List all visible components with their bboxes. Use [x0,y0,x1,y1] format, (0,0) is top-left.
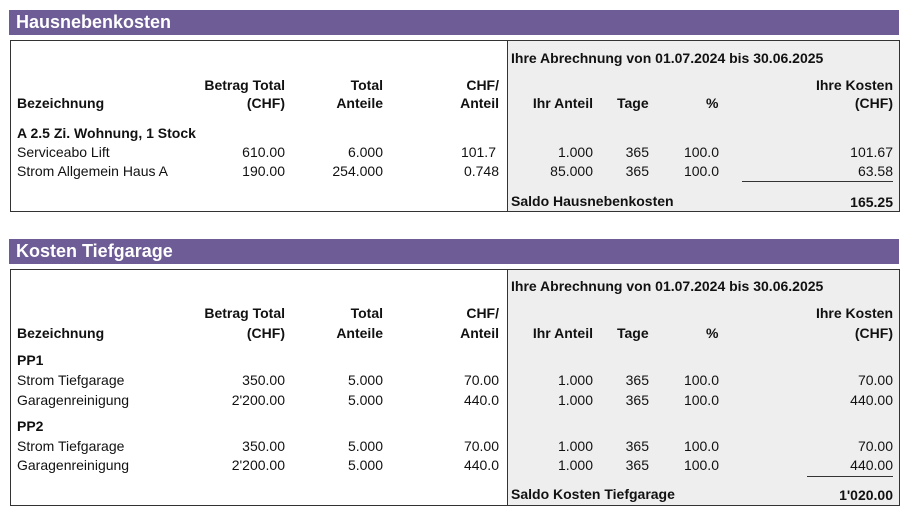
cell-bezeichnung: Strom Tiefgarage [17,438,125,454]
saldo-label: Saldo Kosten Tiefgarage [511,486,675,502]
cell-ihre-kosten: 70.00 [857,438,893,454]
cell-chf-anteil: 0.748 [463,163,499,179]
cell-bezeichnung: Strom Tiefgarage [17,372,125,388]
header-betrag-total: Betrag Total [204,305,285,321]
sum-underline [742,181,893,182]
cell-betrag: 350.00 [242,372,285,388]
cell-ihre-kosten: 63.58 [857,163,893,179]
cell-ihr-anteil: 1.000 [557,372,593,388]
saldo-label: Saldo Hausnebenkosten [511,193,674,209]
cell-bezeichnung: Strom Allgemein Haus A [17,163,168,179]
group-label-pp2: PP2 [17,418,44,434]
cell-chf-anteil: 101.7 [460,144,496,160]
cell-betrag: 610.00 [242,144,285,160]
header-total-anteile: Total [350,77,383,93]
cell-prozent: 100.0 [683,144,719,160]
tiefgarage-table: Ihre Abrechnung von 01.07.2024 bis 30.06… [10,269,900,506]
group-label: A 2.5 Zi. Wohnung, 1 Stock [17,125,196,141]
cell-tage: 365 [625,372,649,388]
cell-bezeichnung: Garagenreinigung [17,392,130,408]
cell-total-anteile: 5.000 [347,392,383,408]
header-ihre-kosten: Ihre Kosten [815,77,893,93]
cell-tage: 365 [625,392,649,408]
cell-ihr-anteil: 1.000 [557,438,593,454]
cell-chf-anteil: 440.0 [463,457,499,473]
group-label-pp1: PP1 [17,352,44,368]
header-ihre-kosten: Ihre Kosten [815,305,893,321]
header-tage: Tage [617,325,649,341]
section-title-hausnebenkosten: Hausnebenkosten [9,10,899,35]
saldo-value: 165.25 [850,194,893,210]
cell-ihr-anteil: 1.000 [557,144,593,160]
cell-ihre-kosten: 101.67 [850,144,893,160]
section-title-tiefgarage: Kosten Tiefgarage [9,239,899,264]
header-total-anteile-2: Anteile [336,95,383,111]
cell-betrag: 2'200.00 [231,392,285,408]
cell-total-anteile: 5.000 [347,438,383,454]
cell-bezeichnung: Garagenreinigung [17,457,130,473]
header-chf-anteil: CHF/ [466,77,499,93]
abrechnung-panel [507,41,899,211]
cell-prozent: 100.0 [683,392,719,408]
cell-total-anteile: 5.000 [347,457,383,473]
sum-underline [807,476,893,477]
cell-ihr-anteil: 1.000 [557,392,593,408]
cell-ihre-kosten: 70.00 [857,372,893,388]
cell-total-anteile: 5.000 [347,372,383,388]
header-chf-anteil: CHF/ [466,305,499,321]
cell-total-anteile: 254.000 [332,163,383,179]
cell-tage: 365 [625,144,649,160]
header-ihr-anteil: Ihr Anteil [532,325,593,341]
header-chf-anteil-2: Anteil [460,325,499,341]
cell-ihr-anteil: 1.000 [557,457,593,473]
cell-betrag: 350.00 [242,438,285,454]
cell-prozent: 100.0 [683,457,719,473]
header-betrag-total: Betrag Total [204,77,285,93]
header-ihre-kosten-unit: (CHF) [854,325,893,341]
header-tage: Tage [617,95,649,111]
cell-prozent: 100.0 [683,438,719,454]
cell-tage: 365 [625,457,649,473]
header-chf-anteil-2: Anteil [460,95,499,111]
cell-tage: 365 [625,438,649,454]
header-prozent: % [706,95,719,111]
header-betrag-total-unit: (CHF) [246,325,285,341]
period-label: Ihre Abrechnung von 01.07.2024 bis 30.06… [511,50,824,66]
cell-betrag: 2'200.00 [231,457,285,473]
cell-prozent: 100.0 [683,372,719,388]
cell-tage: 365 [625,163,649,179]
header-prozent: % [706,325,719,341]
cell-ihre-kosten: 440.00 [850,392,893,408]
period-label: Ihre Abrechnung von 01.07.2024 bis 30.06… [511,278,824,294]
cell-ihre-kosten: 440.00 [850,457,893,473]
cell-betrag: 190.00 [242,163,285,179]
abrechnung-panel [507,270,899,505]
cell-chf-anteil: 70.00 [463,438,499,454]
cell-prozent: 100.0 [683,163,719,179]
cell-chf-anteil: 70.00 [463,372,499,388]
header-betrag-total-unit: (CHF) [246,95,285,111]
header-total-anteile-2: Anteile [336,325,383,341]
cell-ihr-anteil: 85.000 [550,163,593,179]
header-bezeichnung: Bezeichnung [17,325,105,341]
header-total-anteile: Total [350,305,383,321]
saldo-value: 1'020.00 [839,487,893,503]
header-ihre-kosten-unit: (CHF) [854,95,893,111]
cell-total-anteile: 6.000 [347,144,383,160]
header-ihr-anteil: Ihr Anteil [532,95,593,111]
header-bezeichnung: Bezeichnung [17,95,105,111]
hausnebenkosten-table: Ihre Abrechnung von 01.07.2024 bis 30.06… [10,40,900,212]
cell-bezeichnung: Serviceabo Lift [17,144,110,160]
cell-chf-anteil: 440.0 [463,392,499,408]
